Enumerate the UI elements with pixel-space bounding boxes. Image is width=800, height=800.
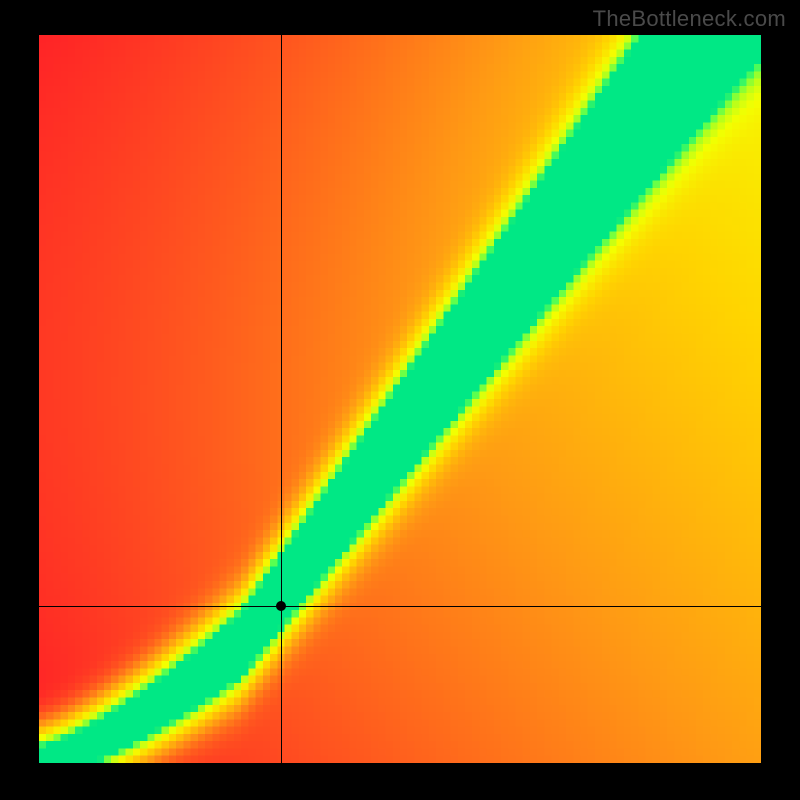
crosshair-vertical [281, 35, 282, 763]
watermark-text: TheBottleneck.com [593, 6, 786, 32]
bottleneck-heatmap [39, 35, 761, 763]
crosshair-marker [276, 601, 286, 611]
heatmap-canvas [39, 35, 761, 763]
crosshair-horizontal [39, 606, 761, 607]
